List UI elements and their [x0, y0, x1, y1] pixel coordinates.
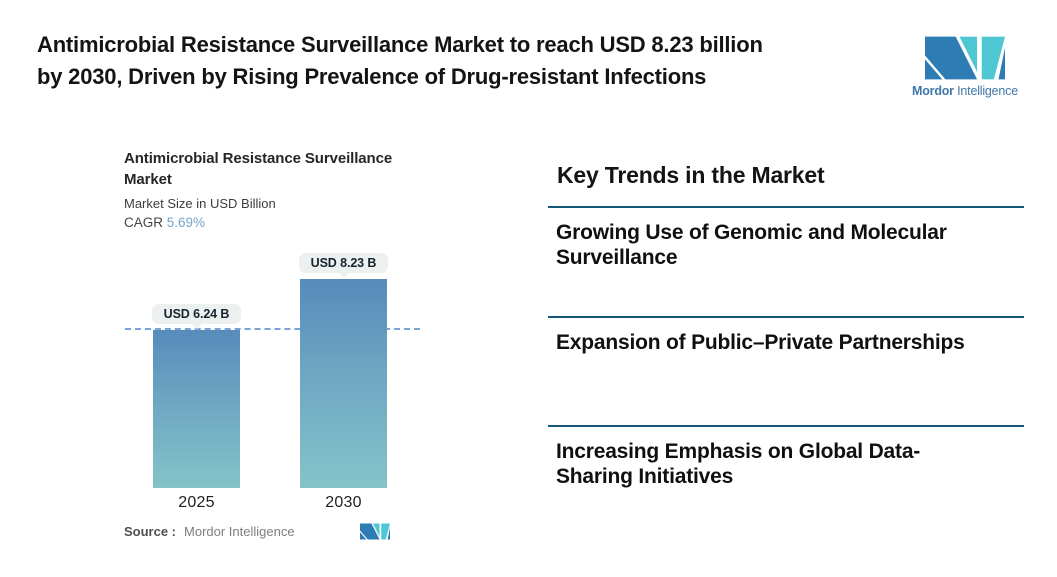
trend-item-data-sharing: Increasing Emphasis on Global Data- Shar… [548, 425, 1024, 489]
axis-label-2025: 2025 [178, 494, 215, 511]
logo-wordmark-regular: Intelligence [957, 84, 1018, 98]
source-label: Source : [124, 524, 177, 539]
logo-wordmark: Mordor Intelligence [904, 84, 1026, 98]
chart-subtitle: Market Size in USD Billion [124, 196, 276, 211]
trend-item-genomic-surveillance: Growing Use of Genomic and Molecular Sur… [548, 206, 1024, 270]
trend-item-label: Growing Use of Genomic and Molecular Sur… [556, 221, 947, 269]
cagr-value: 5.69% [166, 215, 206, 230]
baseline-dashed-line [125, 328, 420, 330]
trend-item-label: Increasing Emphasis on Global Data- Shar… [556, 440, 921, 488]
bar-2030 [300, 279, 387, 488]
mordor-logo-small-icon [360, 523, 390, 540]
chart-cagr: CAGR 5.69% [124, 215, 205, 230]
bar-2025 [153, 330, 240, 488]
cagr-label: CAGR [124, 215, 164, 230]
page-title: Antimicrobial Resistance Surveillance Ma… [37, 32, 763, 89]
source-row: Source : Mordor Intelligence [124, 524, 295, 539]
trend-item-label: Expansion of Public–Private Partnerships [556, 331, 965, 354]
trends-heading: Key Trends in the Market [557, 162, 825, 188]
chart-title: Antimicrobial Resistance Surveillance Ma… [124, 150, 393, 188]
source-value: Mordor Intelligence [184, 524, 295, 539]
value-badge-2025: USD 6.24 B [152, 304, 241, 329]
mordor-logo-icon [925, 36, 1005, 80]
mordor-intelligence-logo: Mordor Intelligence [904, 36, 1026, 98]
value-badge-2030: USD 8.23 B [299, 253, 388, 278]
logo-wordmark-bold: Mordor [912, 84, 954, 98]
axis-label-2030: 2030 [325, 494, 362, 511]
trend-item-public-private-partnerships: Expansion of Public–Private Partnerships [548, 316, 1024, 355]
